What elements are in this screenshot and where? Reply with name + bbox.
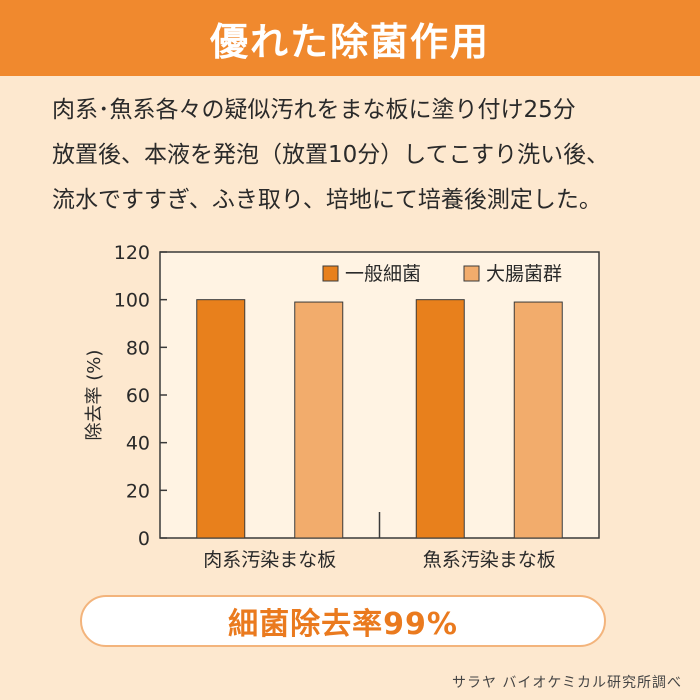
y-tick-label: 60: [126, 385, 150, 407]
bar-2-cat-1: [294, 301, 344, 539]
banner-title: 優れた除菌作用: [209, 19, 490, 64]
y-tick-label: 100: [114, 290, 150, 312]
source-note: サラヤ バイオケミカル研究所調べ: [451, 675, 682, 691]
bar-chart: 0 20 40 60 80 100 120 除去率 (%) 肉系汚染まな板 魚系汚染まな板 一般細菌…: [84, 242, 600, 571]
test-description: 肉系･魚系各々の疑似汚れをまな板に塗り付け25分 放置後、本液を発泡（放置10分…: [52, 88, 672, 223]
header-banner: 優れた除菌作用: [0, 0, 700, 76]
legend-swatch-1: [322, 265, 339, 282]
y-tick-label: 20: [126, 480, 150, 502]
x-category-label: 肉系汚染まな板: [203, 549, 336, 571]
description-line-3: 流水ですすぎ、ふき取り、培地にて培養後測定した。: [52, 187, 602, 213]
x-category-label: 魚系汚染まな板: [423, 549, 556, 571]
description-line-1: 肉系･魚系各々の疑似汚れをまな板に塗り付け25分: [52, 97, 576, 123]
y-tick-label: 0: [138, 528, 150, 550]
y-tick-label: 120: [114, 242, 150, 264]
y-axis-label: 除去率 (%): [84, 350, 105, 441]
bar-1-cat-2: [415, 299, 465, 539]
legend-swatch-2: [463, 265, 480, 282]
legend-label-2: 大腸菌群: [486, 263, 562, 285]
y-tick-label: 80: [126, 337, 150, 359]
bar-2-cat-2: [513, 301, 563, 539]
bar-1-cat-1: [196, 299, 246, 539]
description-line-2: 放置後、本液を発泡（放置10分）してこすり洗い後、: [52, 142, 610, 168]
y-tick-label: 40: [126, 433, 150, 455]
legend-label-1: 一般細菌: [345, 263, 421, 285]
summary-text: 細菌除去率99%: [228, 607, 458, 642]
summary-pill: 細菌除去率99%: [80, 595, 606, 647]
